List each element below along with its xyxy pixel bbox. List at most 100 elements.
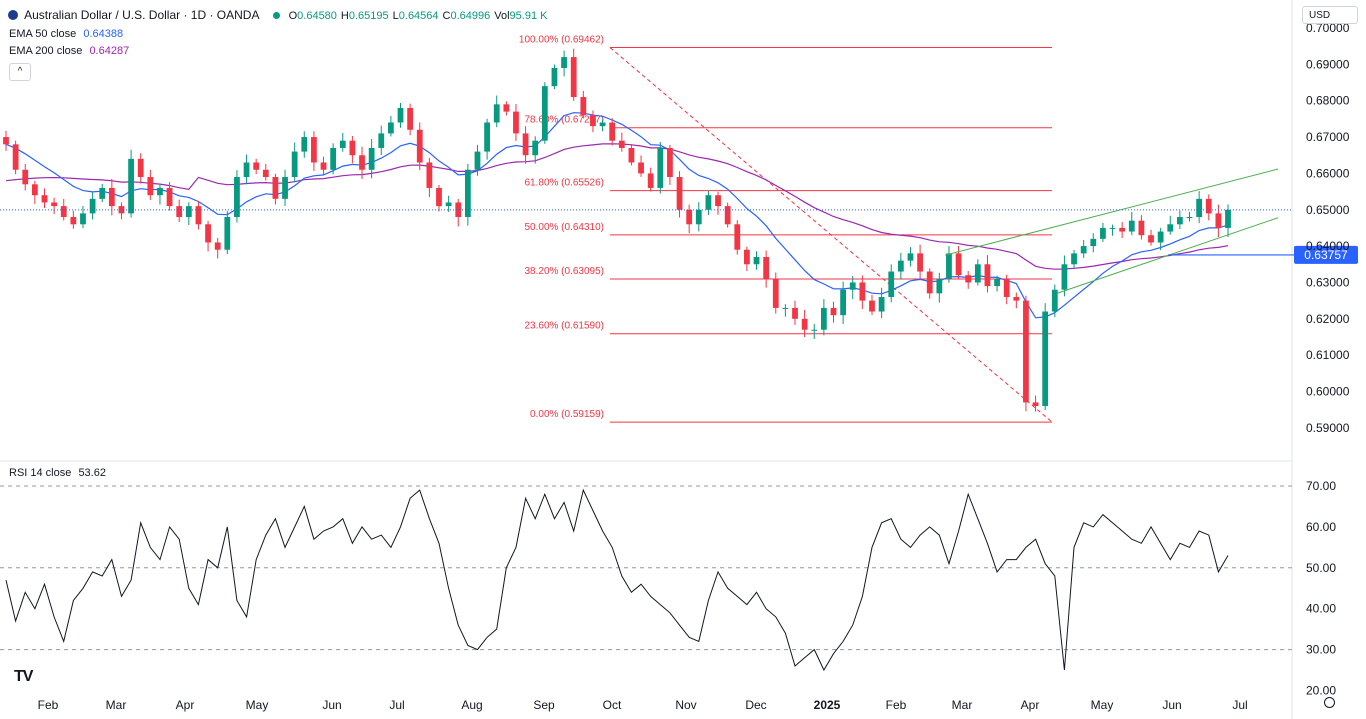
tradingview-logo[interactable]: TV: [14, 668, 33, 686]
candle[interactable]: [464, 163, 471, 226]
candle[interactable]: [792, 300, 798, 325]
candle[interactable]: [522, 126, 529, 164]
ema50-legend[interactable]: EMA 50 close 0.64388: [9, 28, 123, 40]
candle[interactable]: [974, 259, 981, 286]
rsi-line[interactable]: [5, 488, 1229, 672]
candle[interactable]: [811, 323, 818, 339]
candle[interactable]: [1177, 210, 1183, 230]
candle[interactable]: [416, 122, 423, 171]
rsi-legend[interactable]: RSI 14 close 53.62: [9, 467, 106, 479]
candle[interactable]: [753, 251, 760, 270]
candle[interactable]: [1157, 227, 1164, 251]
candle[interactable]: [80, 206, 86, 229]
candle[interactable]: [320, 156, 327, 176]
candle[interactable]: [1013, 292, 1020, 309]
candle[interactable]: [1032, 395, 1039, 412]
candle[interactable]: [359, 146, 365, 180]
candle[interactable]: [570, 48, 577, 101]
candle[interactable]: [561, 50, 567, 77]
candle[interactable]: [965, 270, 972, 289]
candle[interactable]: [474, 144, 481, 176]
candle[interactable]: [513, 104, 519, 141]
candle[interactable]: [715, 191, 721, 215]
candle[interactable]: [70, 210, 77, 229]
candle[interactable]: [1167, 215, 1174, 235]
candle[interactable]: [3, 130, 9, 151]
candle[interactable]: [782, 304, 789, 317]
candle[interactable]: [744, 246, 750, 272]
candle[interactable]: [667, 144, 673, 185]
candle[interactable]: [445, 195, 452, 212]
candle[interactable]: [724, 202, 731, 228]
candle[interactable]: [12, 140, 19, 175]
settings-gear-icon[interactable]: [1324, 697, 1335, 708]
candle[interactable]: [503, 101, 510, 116]
candle[interactable]: [157, 183, 163, 205]
candle[interactable]: [628, 143, 635, 166]
ema200-line[interactable]: [5, 143, 1229, 270]
candle[interactable]: [551, 64, 558, 90]
candle[interactable]: [609, 118, 616, 146]
candle[interactable]: [282, 169, 288, 206]
candle[interactable]: [763, 250, 770, 288]
candle[interactable]: [311, 131, 317, 171]
candle[interactable]: [262, 163, 269, 181]
candle[interactable]: [330, 143, 337, 175]
candle[interactable]: [897, 252, 904, 280]
candle[interactable]: [128, 149, 134, 218]
candle[interactable]: [147, 169, 154, 200]
candle[interactable]: [108, 178, 115, 216]
candle[interactable]: [859, 275, 866, 309]
candle[interactable]: [590, 110, 596, 133]
candle[interactable]: [1023, 295, 1029, 412]
candle[interactable]: [426, 157, 433, 198]
candle[interactable]: [99, 183, 106, 203]
candle[interactable]: [849, 275, 856, 300]
candle[interactable]: [89, 192, 96, 220]
candle[interactable]: [339, 132, 346, 152]
channel-upper-line[interactable]: [944, 168, 1279, 256]
candle[interactable]: [195, 200, 202, 230]
candle[interactable]: [1090, 233, 1097, 253]
candle[interactable]: [484, 118, 490, 160]
candle[interactable]: [224, 211, 231, 255]
candle[interactable]: [994, 275, 1000, 292]
candle[interactable]: [695, 202, 702, 232]
candle[interactable]: [936, 272, 943, 303]
candle[interactable]: [772, 272, 779, 314]
candle[interactable]: [234, 170, 240, 223]
candle[interactable]: [532, 136, 539, 164]
candle[interactable]: [397, 102, 404, 128]
candle[interactable]: [301, 131, 308, 158]
candle[interactable]: [734, 220, 741, 255]
candle[interactable]: [1080, 240, 1087, 258]
ema200-legend[interactable]: EMA 200 close 0.64287: [9, 45, 129, 57]
fib-trend-line[interactable]: [609, 47, 1053, 423]
candle[interactable]: [878, 287, 885, 319]
candle[interactable]: [1205, 194, 1212, 221]
candle[interactable]: [984, 255, 991, 293]
currency-selector[interactable]: USD: [1302, 6, 1358, 24]
candle[interactable]: [378, 125, 385, 156]
candle[interactable]: [926, 268, 933, 299]
candle[interactable]: [118, 202, 125, 220]
candle[interactable]: [1109, 224, 1116, 236]
candle[interactable]: [1138, 215, 1145, 240]
candle[interactable]: [243, 154, 250, 185]
candle[interactable]: [176, 199, 183, 223]
candle[interactable]: [1071, 249, 1077, 269]
candle[interactable]: [618, 132, 625, 152]
candle[interactable]: [830, 301, 837, 323]
candle[interactable]: [647, 167, 654, 192]
candle[interactable]: [493, 95, 500, 128]
candle[interactable]: [205, 220, 211, 252]
candle[interactable]: [253, 158, 260, 175]
candle[interactable]: [657, 141, 664, 194]
candle[interactable]: [1100, 222, 1106, 242]
candle[interactable]: [580, 90, 587, 119]
candle[interactable]: [1003, 274, 1010, 305]
candle[interactable]: [686, 204, 693, 234]
candle[interactable]: [1196, 191, 1203, 224]
candle[interactable]: [840, 281, 847, 325]
